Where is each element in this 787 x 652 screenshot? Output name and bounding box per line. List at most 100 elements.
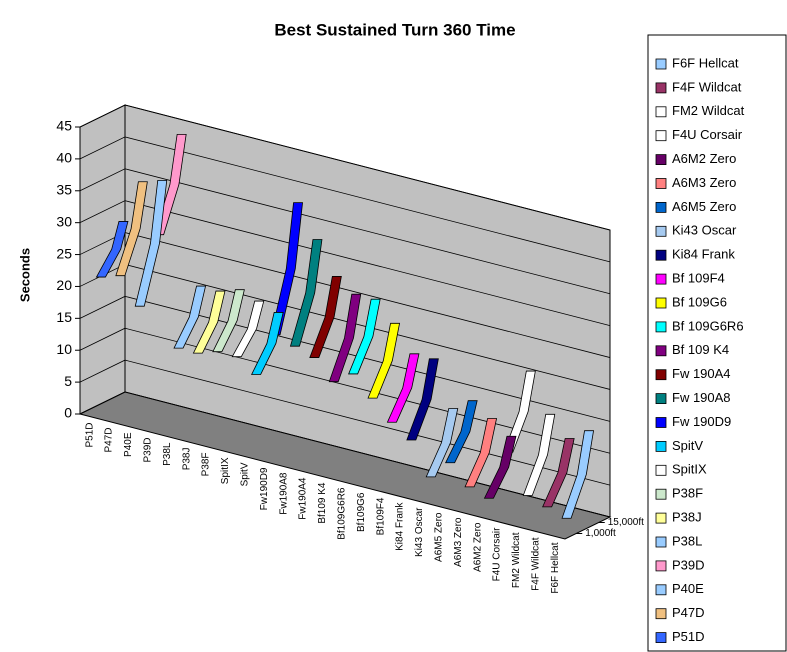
depth-tick-label: 1,000ft [585, 528, 616, 539]
legend-swatch [655, 417, 667, 428]
grid-line [79, 104, 611, 231]
legend-label: P51D [672, 629, 705, 644]
legend-label: Bf 109G6R6 [672, 318, 744, 333]
legend-swatch [655, 608, 667, 620]
x-tick-label: F6F Hellcat [550, 542, 561, 593]
legend-label: Ki84 Frank [672, 247, 735, 262]
ribbon [522, 413, 556, 496]
grid-line [79, 200, 611, 327]
x-tick-label: P38F [201, 453, 212, 477]
legend-label: FM2 Wildcat [672, 103, 745, 118]
ribbon [251, 312, 284, 375]
legend-swatch [655, 560, 667, 572]
legend-swatch [655, 154, 667, 166]
x-tick-label: Bf109G6R6 [337, 487, 348, 540]
x-tick-label: A6M3 Zero [453, 517, 464, 567]
legend-label: Bf 109 K4 [672, 342, 729, 357]
ribbon [270, 202, 303, 336]
legend-label: A6M5 Zero [672, 199, 736, 214]
chart-title: Best Sustained Turn 360 Time [274, 20, 515, 39]
legend-swatch [655, 536, 667, 548]
y-axis-label: Seconds [17, 248, 32, 302]
legend-label: SpitIX [672, 462, 707, 477]
ribbon [445, 400, 478, 464]
x-tick-label: F4U Corsair [492, 527, 503, 582]
ribbon [115, 181, 148, 277]
y-tick-label: 15 [56, 309, 72, 325]
x-tick-label: Fw190A8 [278, 472, 289, 515]
x-tick-label: Bf109G6 [356, 492, 367, 532]
grid-line [79, 168, 611, 295]
legend-label: F6F Hellcat [672, 55, 739, 70]
ribbon [464, 418, 498, 488]
ribbon [406, 358, 439, 441]
ribbon [348, 298, 381, 375]
x-tick-label: P38J [181, 448, 192, 471]
y-tick-label: 30 [56, 213, 72, 229]
legend-label: P38L [672, 533, 702, 548]
legend-swatch [655, 297, 667, 309]
x-tick-label: A6M5 Zero [434, 512, 445, 562]
ribbon [173, 285, 207, 349]
left-wall [79, 104, 126, 415]
legend-swatch [655, 584, 667, 596]
legend-swatch [655, 345, 667, 357]
ribbon [367, 322, 401, 399]
legend-swatch [655, 393, 667, 405]
legend-label: Fw 190A4 [672, 366, 731, 381]
x-tick-label: Fw190A4 [298, 477, 309, 520]
legend-swatch [655, 321, 667, 333]
x-tick-label: Bf109 K4 [317, 482, 328, 524]
y-tick-label: 5 [64, 373, 72, 389]
legend-swatch [655, 512, 667, 524]
ribbon [328, 293, 362, 383]
legend-label: P47D [672, 605, 705, 620]
x-tick-label: P47D [104, 428, 115, 453]
legend-label: A6M3 Zero [672, 175, 736, 190]
grid-line [79, 391, 611, 518]
ribbon [503, 370, 536, 453]
legend-label: Fw 190A8 [672, 390, 731, 405]
grid-line [79, 136, 611, 263]
legend-label: Bf 109F4 [672, 271, 725, 286]
x-tick-label: Bf109F4 [375, 497, 386, 535]
legend-swatch [655, 249, 667, 261]
y-tick-label: 20 [56, 277, 72, 293]
y-tick-label: 0 [64, 405, 72, 421]
x-tick-label: P40E [123, 432, 134, 457]
legend-label: A6M2 Zero [672, 151, 736, 166]
x-tick-label: F4F Wildcat [531, 537, 542, 591]
legend-label: Ki43 Oscar [672, 223, 737, 238]
grid-line [79, 295, 611, 422]
legend-swatch [655, 178, 667, 189]
x-tick-label: FM2 Wildcat [511, 532, 522, 588]
legend-swatch [655, 440, 667, 452]
legend-swatch [655, 632, 667, 643]
legend-label: P39D [672, 557, 705, 572]
x-tick-label: SpitV [240, 462, 251, 486]
y-tick-label: 45 [56, 118, 72, 134]
legend-label: F4U Corsair [672, 127, 743, 142]
legend-swatch [655, 464, 667, 476]
depth-tick-label: 15,000ft [608, 517, 644, 528]
ribbon [134, 179, 168, 307]
ribbon [425, 408, 459, 478]
x-tick-label: P38L [162, 442, 173, 466]
legend-label: SpitV [672, 438, 703, 453]
legend-label: P40E [672, 581, 704, 596]
legend-swatch [655, 106, 667, 118]
y-tick-label: 25 [56, 245, 72, 261]
legend-swatch [655, 225, 667, 237]
legend-swatch [655, 58, 667, 70]
x-tick-label: Ki43 Oscar [414, 507, 425, 557]
legend-swatch [655, 201, 667, 213]
ribbon [289, 239, 323, 347]
legend-label: Fw 190D9 [672, 414, 731, 429]
x-tick-label: P51D [84, 423, 95, 448]
x-tick-label: Ki84 Frank [395, 502, 406, 551]
ribbon [561, 430, 595, 519]
legend-swatch [655, 488, 667, 500]
legend-label: P38F [672, 486, 703, 501]
legend-swatch [655, 273, 667, 285]
